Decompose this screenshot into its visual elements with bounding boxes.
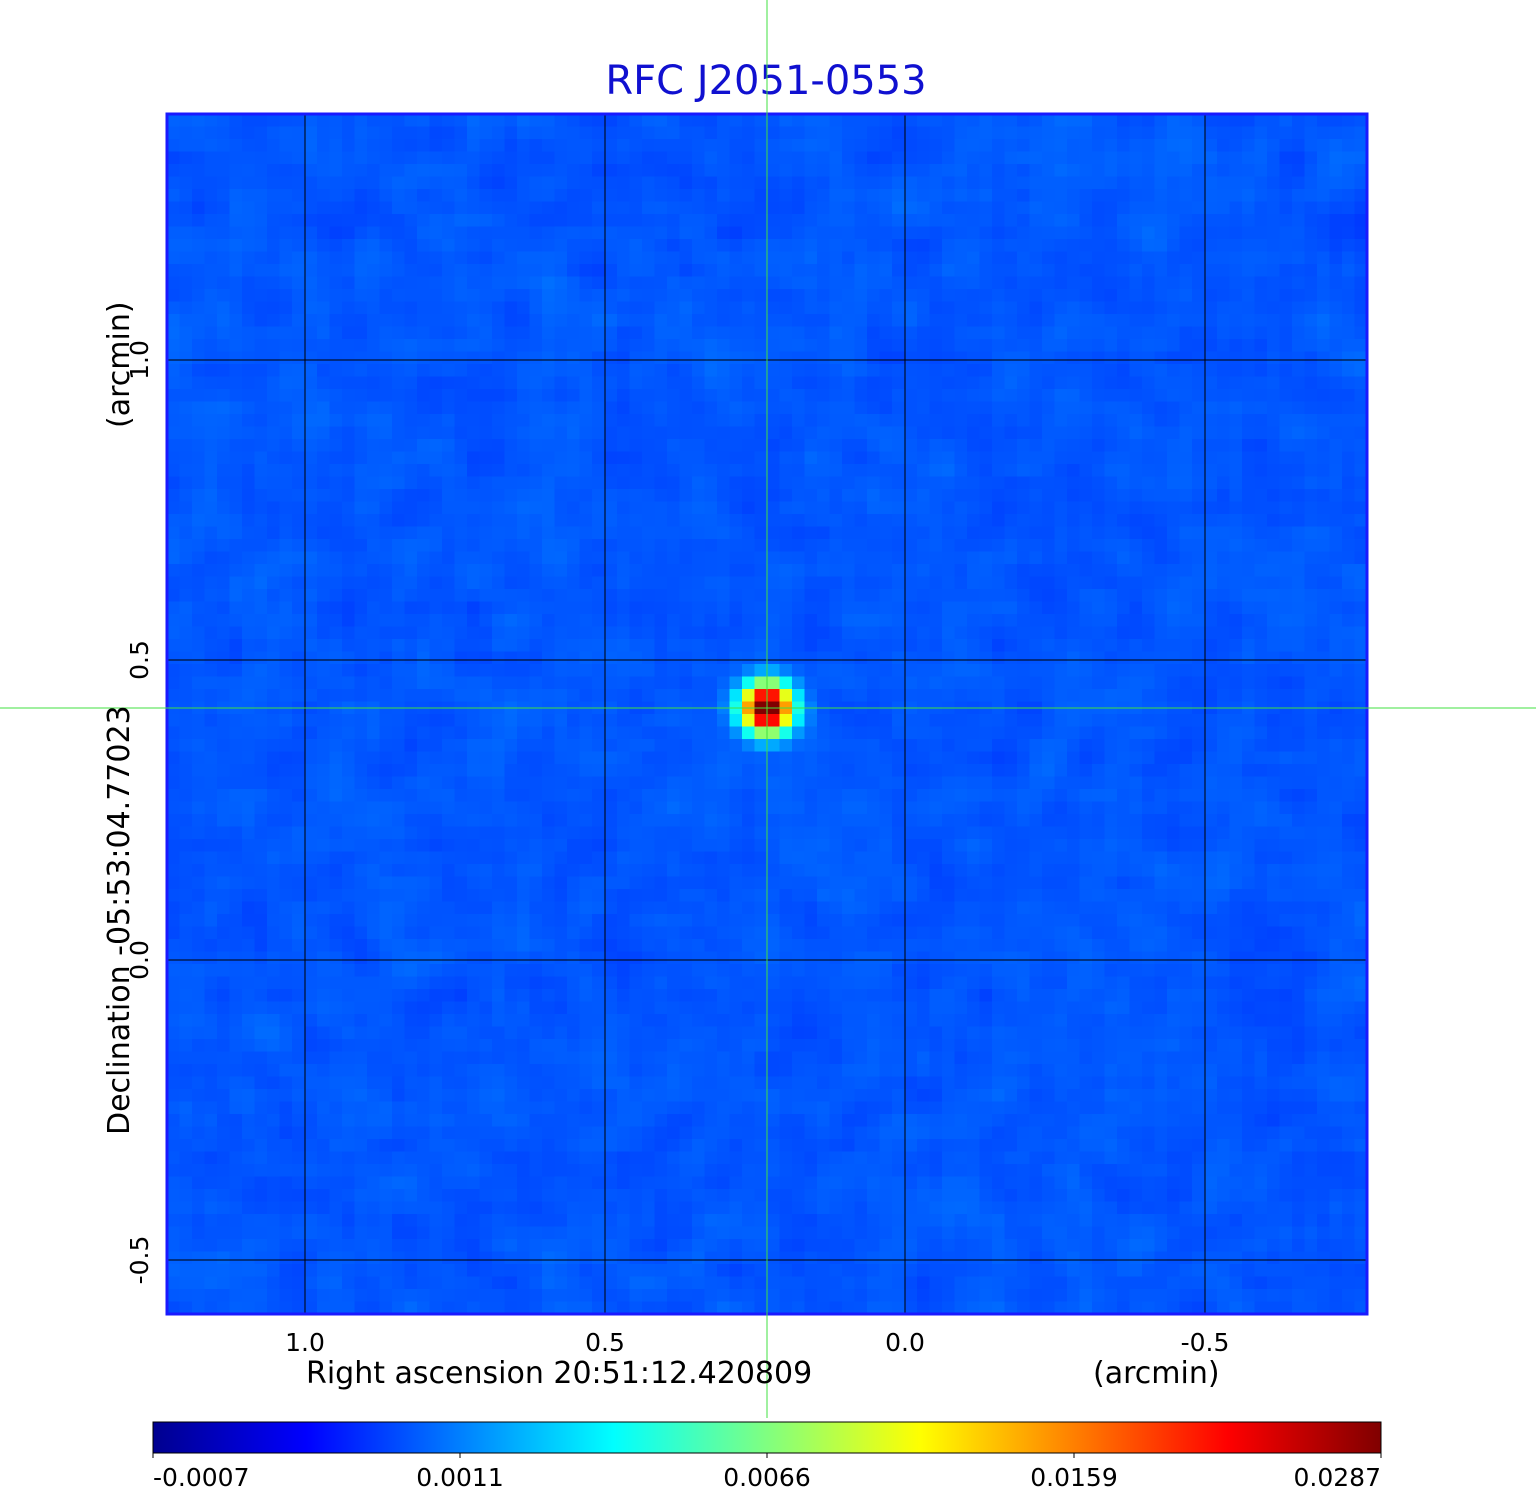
y-tick-label: -0.5 <box>125 1236 154 1285</box>
y-axis-label: Declination -05:53:04.77023 <box>102 705 137 1135</box>
y-tick-label: 1.0 <box>125 340 154 380</box>
colorbar-tick-label: 0.0287 <box>1294 1463 1381 1492</box>
colorbar-tick-label: 0.0159 <box>1030 1463 1117 1492</box>
y-tick-label: 0.0 <box>125 940 154 980</box>
colorbar-tick-label: 0.0066 <box>723 1463 810 1492</box>
x-tick-label: 0.0 <box>885 1328 925 1357</box>
x-axis-label: Right ascension 20:51:12.420809 <box>306 1356 812 1391</box>
colorbar-tick-label: -0.0007 <box>153 1463 250 1492</box>
colorbar <box>152 1421 1382 1454</box>
chart-title: RFC J2051-0553 <box>605 58 926 104</box>
colorbar-tick-label: 0.0011 <box>416 1463 503 1492</box>
y-axis-unit: (arcmin) <box>102 301 137 428</box>
x-tick-label: 0.5 <box>585 1328 625 1357</box>
x-axis-unit: (arcmin) <box>1093 1356 1220 1391</box>
x-tick-label: 1.0 <box>285 1328 325 1357</box>
colorbar-ticks: -0.0007 0.0011 0.0066 0.0159 0.0287 <box>152 1453 1382 1492</box>
crosshair <box>0 0 1536 1418</box>
x-tick-label: -0.5 <box>1181 1328 1230 1357</box>
tick-labels: 1.0 0.5 0.0 -0.5 1.0 0.5 0.0 -0.5 <box>125 340 1229 1357</box>
y-tick-label: 0.5 <box>125 640 154 680</box>
